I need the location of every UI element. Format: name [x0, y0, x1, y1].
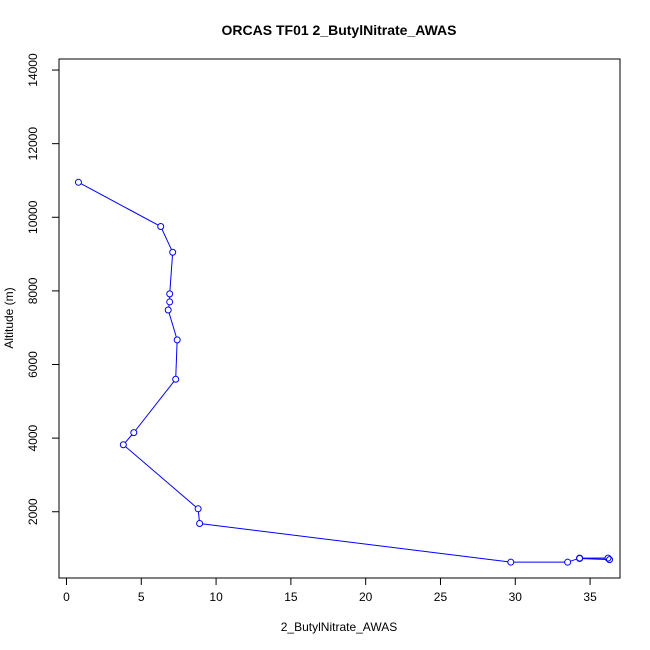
data-point — [564, 558, 572, 566]
data-point — [164, 306, 172, 314]
x-tick-label: 5 — [138, 590, 145, 604]
data-point — [604, 554, 612, 562]
data-point — [196, 520, 204, 528]
data-point — [576, 554, 584, 562]
x-axis-label: 2_ButylNitrate_AWAS — [281, 620, 398, 634]
series-segment — [169, 255, 173, 291]
series-group — [74, 178, 614, 566]
data-point — [157, 222, 165, 230]
x-axis: 0 5 10 15 20 25 30 35 — [63, 577, 597, 604]
chart-title: ORCAS TF01 2_ButylNitrate_AWAS — [222, 22, 457, 38]
data-point — [130, 429, 138, 437]
series-segment — [125, 446, 197, 508]
y-tick-label: 6000 — [26, 351, 40, 378]
series-segment — [80, 183, 159, 226]
y-tick-label: 14000 — [26, 53, 40, 87]
data-point — [74, 178, 82, 186]
data-point — [194, 505, 202, 513]
data-point — [172, 375, 180, 383]
y-tick-label: 8000 — [26, 277, 40, 304]
series-segment — [161, 228, 172, 250]
series-segment — [582, 558, 607, 560]
x-tick-label: 20 — [359, 590, 373, 604]
x-tick-label: 35 — [583, 590, 597, 604]
plot-frame — [58, 58, 621, 579]
data-point — [173, 336, 181, 344]
data-point — [169, 248, 177, 256]
data-point — [507, 558, 515, 566]
data-point — [606, 556, 614, 564]
series-segment — [197, 511, 200, 521]
x-tick-label: 15 — [284, 590, 298, 604]
y-tick-label: 12000 — [26, 127, 40, 161]
x-tick-label: 10 — [209, 590, 223, 604]
series-segment — [175, 342, 178, 377]
x-tick-label: 0 — [63, 590, 70, 604]
series-segment — [168, 312, 177, 338]
x-tick-label: 25 — [434, 590, 448, 604]
y-tick-label: 2000 — [26, 498, 40, 525]
data-point — [166, 298, 174, 306]
y-tick-label: 10000 — [26, 200, 40, 234]
data-point — [166, 290, 174, 298]
series-segment — [135, 381, 175, 431]
x-tick-label: 30 — [509, 590, 523, 604]
y-axis: 2000 4000 6000 8000 10000 12000 14000 — [26, 53, 60, 525]
data-point — [119, 441, 127, 449]
y-tick-label: 4000 — [26, 424, 40, 451]
series-segment — [124, 434, 133, 443]
series-segment — [570, 558, 577, 562]
series-segment — [202, 523, 508, 563]
y-axis-label: Altitude (m) — [2, 287, 16, 348]
